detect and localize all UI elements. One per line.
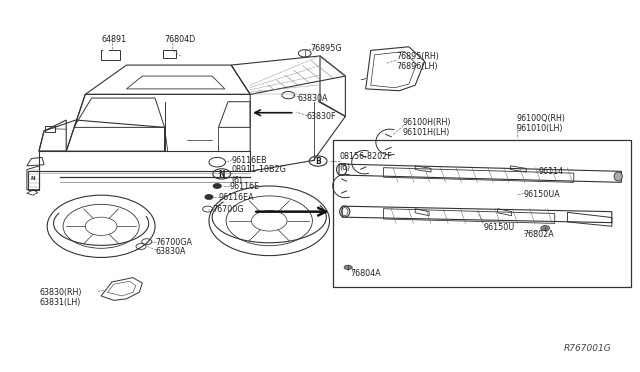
- Text: 96100Q(RH)
961010(LH): 96100Q(RH) 961010(LH): [516, 114, 566, 134]
- Text: 96114: 96114: [539, 167, 564, 176]
- Text: 76895G: 76895G: [310, 44, 342, 53]
- Circle shape: [205, 195, 212, 199]
- Text: 96116EB: 96116EB: [231, 156, 267, 165]
- Text: 63830A: 63830A: [298, 93, 328, 103]
- Text: 96150U: 96150U: [484, 222, 515, 231]
- Text: 76895(RH)
76896(LH): 76895(RH) 76896(LH): [396, 52, 439, 71]
- Circle shape: [344, 265, 352, 270]
- Text: 96100H(RH)
96101H(LH): 96100H(RH) 96101H(LH): [403, 118, 451, 137]
- Circle shape: [213, 184, 221, 188]
- Text: 64891: 64891: [101, 35, 126, 44]
- Circle shape: [541, 225, 550, 231]
- Text: N: N: [218, 170, 225, 179]
- Text: 76700GA: 76700GA: [155, 238, 192, 247]
- Text: B: B: [316, 157, 321, 166]
- Text: 63830A: 63830A: [155, 247, 186, 256]
- Text: 08911-10B2G
(6): 08911-10B2G (6): [231, 165, 286, 185]
- Text: 76804D: 76804D: [164, 35, 196, 44]
- Text: N: N: [31, 176, 36, 181]
- Text: 63830F: 63830F: [306, 112, 335, 121]
- Text: 96150UA: 96150UA: [523, 190, 560, 199]
- Text: 76804A: 76804A: [351, 269, 381, 278]
- Text: 96116EA: 96116EA: [218, 193, 254, 202]
- Text: 63830(RH)
63831(LH): 63830(RH) 63831(LH): [40, 288, 82, 308]
- Text: 96116E: 96116E: [229, 182, 259, 191]
- Ellipse shape: [614, 172, 622, 181]
- Text: 76700G: 76700G: [212, 205, 244, 214]
- Text: 08156-8202F
(6): 08156-8202F (6): [339, 153, 392, 172]
- Text: R767001G: R767001G: [564, 344, 612, 353]
- Text: 76802A: 76802A: [523, 230, 554, 239]
